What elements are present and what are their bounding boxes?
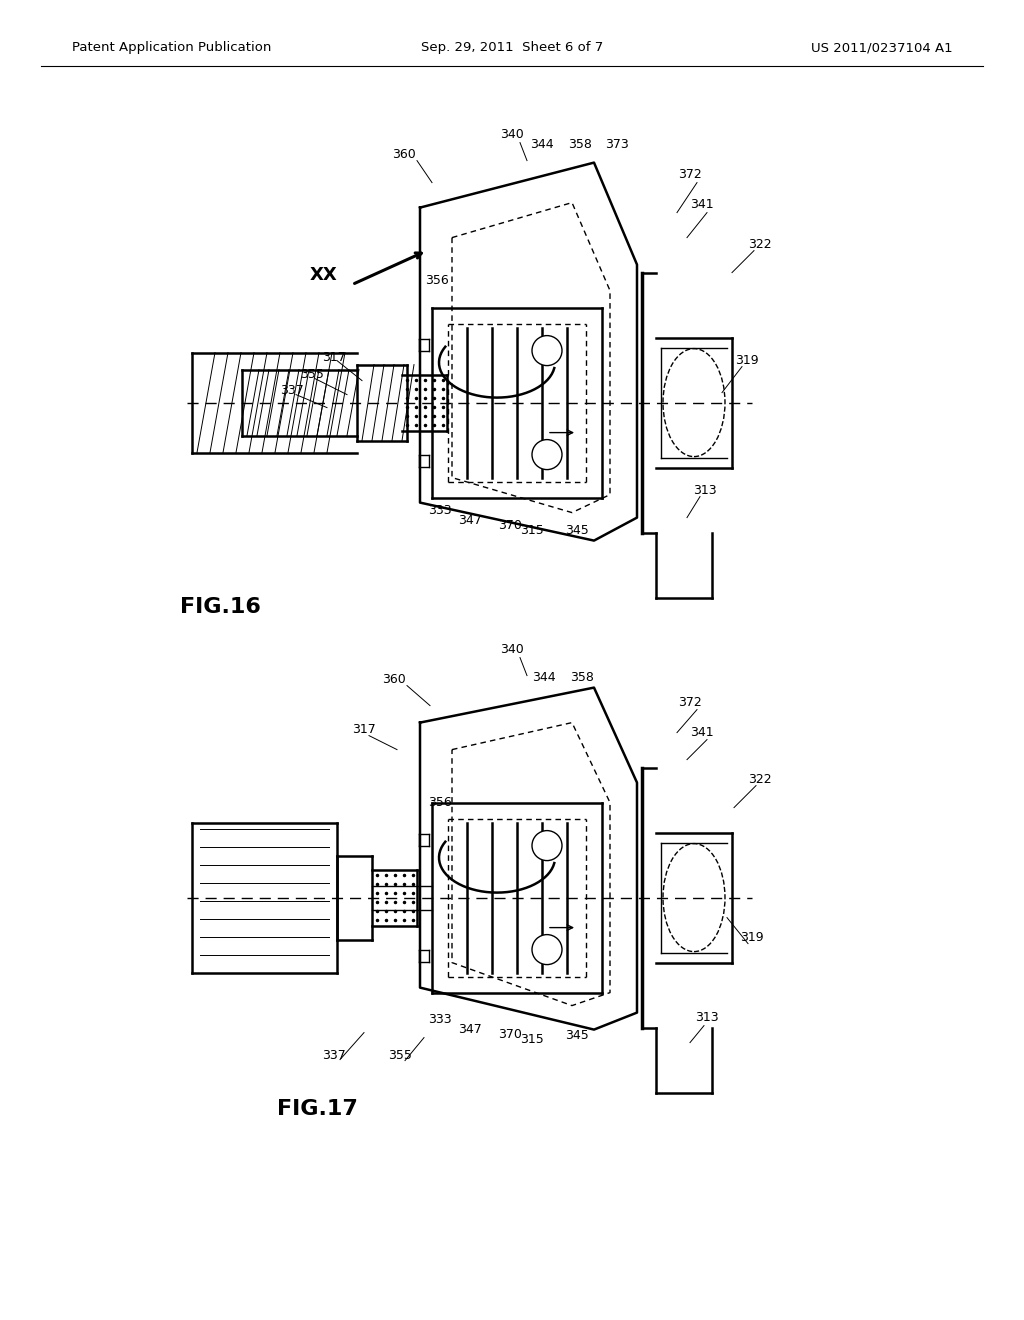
- Text: 355: 355: [388, 1049, 412, 1063]
- Text: Sep. 29, 2011  Sheet 6 of 7: Sep. 29, 2011 Sheet 6 of 7: [421, 41, 603, 54]
- Text: 319: 319: [735, 354, 759, 367]
- Text: 322: 322: [749, 774, 772, 787]
- Text: 340: 340: [500, 643, 524, 656]
- Text: 372: 372: [678, 696, 701, 709]
- Text: 347: 347: [458, 513, 482, 527]
- Text: 360: 360: [382, 673, 406, 686]
- Text: FIG.16: FIG.16: [180, 597, 260, 618]
- Text: 358: 358: [570, 671, 594, 684]
- Circle shape: [532, 935, 562, 965]
- Text: 340: 340: [500, 128, 524, 141]
- Circle shape: [532, 830, 562, 861]
- Text: 333: 333: [428, 1014, 452, 1026]
- Text: 355: 355: [300, 368, 324, 381]
- Text: 356: 356: [425, 275, 449, 286]
- Circle shape: [532, 440, 562, 470]
- Text: 344: 344: [532, 671, 556, 684]
- Text: 341: 341: [690, 198, 714, 211]
- Text: 333: 333: [428, 504, 452, 517]
- Text: Patent Application Publication: Patent Application Publication: [72, 41, 271, 54]
- Text: 360: 360: [392, 148, 416, 161]
- Text: 345: 345: [565, 524, 589, 537]
- Text: XX: XX: [309, 265, 337, 284]
- Text: 313: 313: [695, 1011, 719, 1024]
- Text: 356: 356: [428, 796, 452, 809]
- Text: 373: 373: [605, 139, 629, 150]
- Text: 315: 315: [520, 524, 544, 537]
- Text: 322: 322: [749, 238, 772, 251]
- Text: 319: 319: [740, 931, 764, 944]
- Text: 337: 337: [323, 1049, 346, 1063]
- Text: 370: 370: [498, 1028, 522, 1041]
- Text: 345: 345: [565, 1030, 589, 1041]
- Text: 313: 313: [693, 484, 717, 498]
- Text: 344: 344: [530, 139, 554, 150]
- Text: FIG.17: FIG.17: [278, 1098, 357, 1119]
- Text: US 2011/0237104 A1: US 2011/0237104 A1: [811, 41, 952, 54]
- Text: 358: 358: [568, 139, 592, 150]
- Text: 372: 372: [678, 168, 701, 181]
- Circle shape: [532, 335, 562, 366]
- Text: 317: 317: [352, 723, 376, 737]
- Text: 370: 370: [498, 519, 522, 532]
- Text: 315: 315: [520, 1034, 544, 1045]
- Text: 337: 337: [281, 384, 304, 397]
- Text: 341: 341: [690, 726, 714, 739]
- Text: 317: 317: [323, 351, 346, 364]
- Text: 347: 347: [458, 1023, 482, 1036]
